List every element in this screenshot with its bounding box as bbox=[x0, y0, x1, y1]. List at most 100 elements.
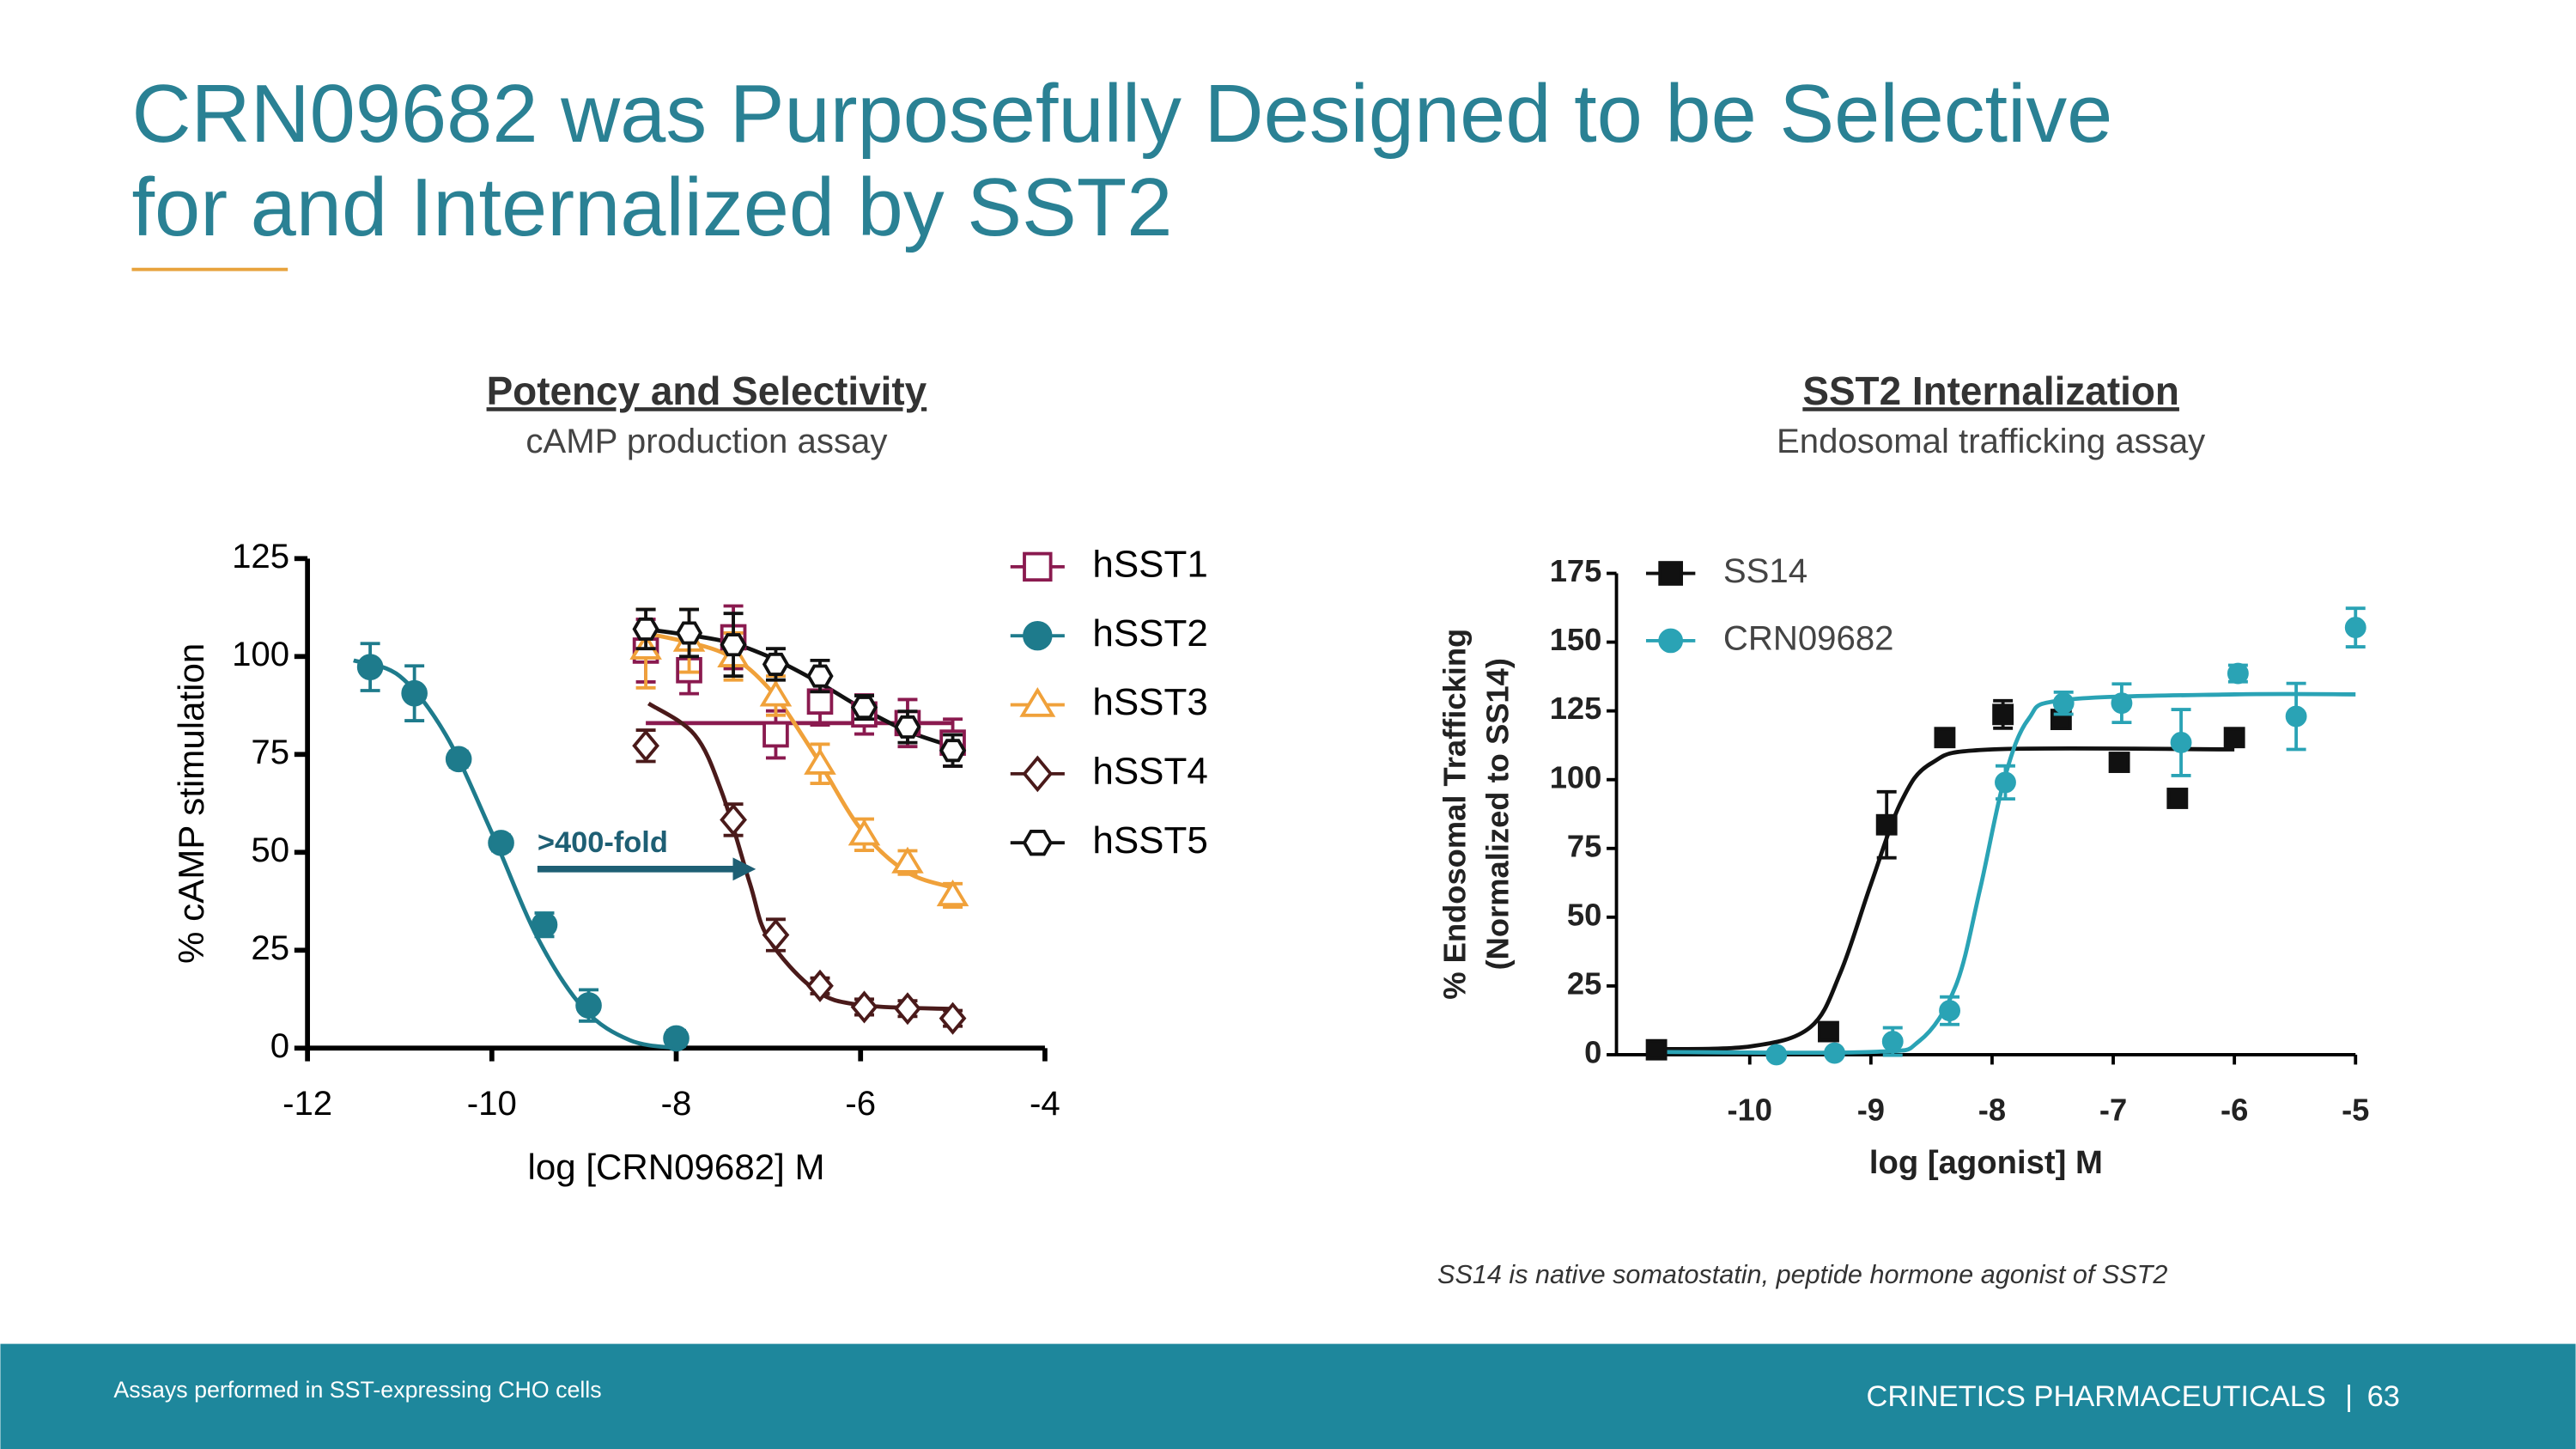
x-tick-label: -8 bbox=[1978, 1092, 2006, 1127]
marker bbox=[1824, 1042, 1845, 1064]
x-tick-label: -10 bbox=[467, 1084, 517, 1123]
y-tick-label: 25 bbox=[251, 928, 289, 967]
legend-marker bbox=[1023, 551, 1053, 582]
marker bbox=[894, 992, 921, 1026]
marker bbox=[850, 990, 878, 1024]
marker bbox=[1939, 1000, 1960, 1022]
marker bbox=[762, 721, 789, 748]
marker bbox=[575, 992, 602, 1019]
marker bbox=[759, 679, 793, 707]
marker bbox=[2166, 788, 2189, 809]
marker bbox=[1765, 1044, 1788, 1066]
x-tick-label: -4 bbox=[1030, 1084, 1060, 1123]
marker bbox=[762, 652, 790, 676]
footer-company: CRINETICS PHARMACEUTICALS bbox=[1867, 1380, 2326, 1413]
y-tick-label: 50 bbox=[251, 831, 289, 869]
panel-subtitle: Endosomal trafficking assay bbox=[1777, 422, 2205, 460]
marker bbox=[356, 654, 384, 680]
marker bbox=[1992, 703, 2014, 726]
marker bbox=[1995, 771, 2016, 794]
marker bbox=[936, 880, 969, 907]
marker bbox=[806, 688, 834, 715]
y-tick-label: 125 bbox=[232, 537, 289, 575]
marker bbox=[2170, 732, 2192, 753]
x-tick-label: -12 bbox=[283, 1084, 332, 1123]
y-tick-label: 0 bbox=[270, 1026, 289, 1065]
marker bbox=[445, 746, 472, 773]
marker bbox=[804, 747, 836, 775]
marker bbox=[762, 918, 790, 952]
marker bbox=[531, 911, 558, 938]
title-line: for and Internalized by SST2 bbox=[131, 161, 1172, 253]
marker bbox=[1818, 1020, 1839, 1043]
y-tick-label: 150 bbox=[1550, 622, 1602, 657]
y-tick-label: 0 bbox=[1584, 1035, 1601, 1070]
x-tick-label: -5 bbox=[2342, 1092, 2369, 1127]
y-tick-label: 175 bbox=[1550, 553, 1602, 588]
fit-curve bbox=[1652, 691, 2356, 1056]
footer-page: 63 bbox=[2367, 1380, 2400, 1413]
panel-subtitle: cAMP production assay bbox=[526, 422, 887, 460]
marker bbox=[2108, 752, 2130, 773]
y-axis-label: (Normalized to SS14) bbox=[1479, 658, 1515, 970]
legend-marker bbox=[1023, 621, 1053, 651]
x-tick-label: -7 bbox=[2099, 1092, 2127, 1127]
legend-marker bbox=[1022, 830, 1053, 856]
y-tick-label: 75 bbox=[251, 733, 289, 771]
title-line: CRN09682 was Purposefully Designed to be… bbox=[131, 68, 2112, 160]
marker bbox=[939, 1002, 967, 1035]
footer-bar bbox=[0, 1343, 2576, 1449]
legend-marker bbox=[1022, 755, 1054, 793]
marker bbox=[806, 969, 834, 1002]
marker bbox=[850, 696, 878, 720]
marker bbox=[2227, 662, 2249, 685]
legend-label: hSST4 bbox=[1092, 751, 1207, 793]
marker bbox=[2111, 692, 2133, 715]
y-tick-label: 25 bbox=[1567, 965, 1601, 1001]
legend-label: hSST5 bbox=[1092, 819, 1207, 861]
x-axis-label: log [agonist] M bbox=[1869, 1144, 2103, 1181]
y-tick-label: 100 bbox=[232, 635, 289, 673]
marker bbox=[632, 617, 659, 641]
y-tick-label: 50 bbox=[1567, 897, 1601, 932]
x-tick-label: -10 bbox=[1727, 1092, 1772, 1127]
marker bbox=[675, 621, 703, 645]
x-tick-label: -6 bbox=[845, 1084, 876, 1123]
x-axis-label: log [CRN09682] M bbox=[528, 1147, 825, 1187]
legend-marker bbox=[1019, 687, 1056, 717]
fit-curve bbox=[1652, 746, 2235, 1051]
marker bbox=[1645, 1038, 1668, 1061]
footer-note: Assays performed in SST-expressing CHO c… bbox=[113, 1377, 601, 1403]
panel-title: Potency and Selectivity bbox=[487, 368, 927, 413]
marker bbox=[2223, 727, 2245, 749]
marker bbox=[806, 664, 834, 688]
marker bbox=[1881, 1031, 1904, 1053]
legend-label: hSST2 bbox=[1092, 612, 1207, 654]
legend-marker bbox=[1658, 561, 1684, 586]
marker bbox=[720, 633, 747, 657]
x-tick-label: -6 bbox=[2221, 1092, 2248, 1127]
x-tick-label: -9 bbox=[1857, 1092, 1885, 1127]
y-tick-label: 75 bbox=[1567, 828, 1601, 863]
y-axis-label: % Endosomal Trafficking bbox=[1437, 629, 1473, 1000]
marker bbox=[2052, 692, 2075, 715]
marker bbox=[1875, 813, 1898, 836]
marker bbox=[939, 739, 967, 763]
marker bbox=[401, 679, 428, 707]
x-tick-label: -8 bbox=[661, 1084, 692, 1123]
annotation: >400-fold bbox=[538, 826, 668, 859]
marker bbox=[848, 819, 881, 846]
marker bbox=[663, 1025, 690, 1052]
marker bbox=[894, 715, 921, 739]
marker bbox=[488, 830, 514, 856]
footer-separator: | bbox=[2345, 1380, 2353, 1413]
legend-label: SS14 bbox=[1723, 551, 1807, 590]
legend-marker bbox=[1658, 628, 1684, 654]
marker bbox=[891, 846, 924, 874]
marker bbox=[1934, 727, 1956, 749]
legend-label: hSST3 bbox=[1092, 681, 1207, 723]
marker bbox=[632, 729, 659, 763]
